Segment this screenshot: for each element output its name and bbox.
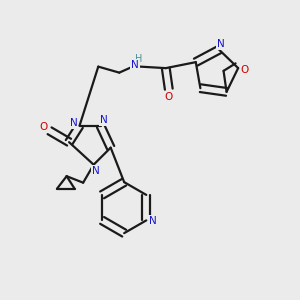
Text: H: H (135, 54, 142, 64)
Text: N: N (131, 60, 139, 70)
Text: N: N (149, 216, 157, 226)
Text: N: N (100, 116, 107, 125)
Text: O: O (241, 64, 249, 75)
Text: O: O (165, 92, 173, 102)
Text: O: O (40, 122, 48, 132)
Text: N: N (217, 39, 224, 49)
Text: N: N (70, 118, 77, 128)
Text: N: N (92, 166, 100, 176)
